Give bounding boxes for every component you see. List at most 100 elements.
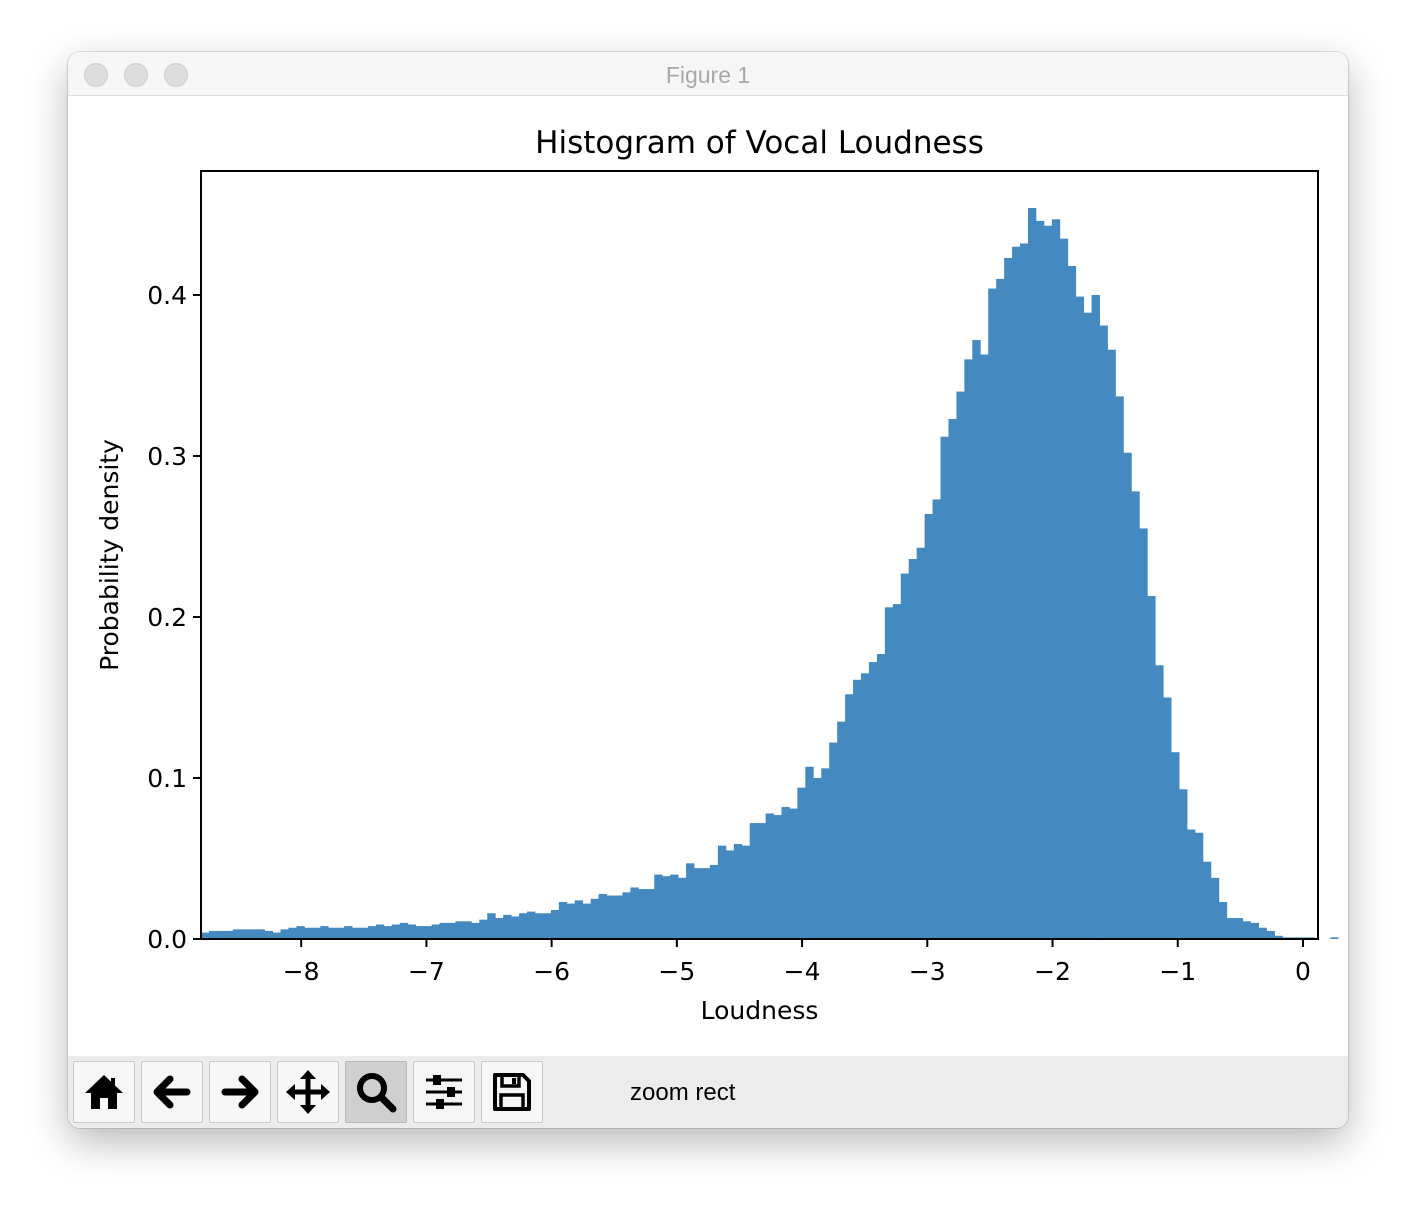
histogram-bar [646,889,655,939]
save-button[interactable] [481,1061,543,1123]
histogram-bar [407,924,417,939]
histogram-bar [272,932,281,939]
histogram-bar [1115,396,1124,939]
y-tick-label: 0.2 [147,603,187,632]
histogram-bar [908,559,918,939]
histogram-bar [1187,829,1196,939]
x-tick-label: −1 [1159,957,1196,986]
histogram-bar [463,921,472,939]
histogram-bar [884,607,894,939]
histogram-bar [1123,452,1132,939]
close-window-button[interactable] [84,63,108,87]
zoom-window-button[interactable] [164,63,188,87]
histogram-bar [829,742,838,939]
histogram-bar [853,679,862,939]
x-tick-label: −3 [909,957,946,986]
histogram-bar [344,926,353,939]
histogram-bar [725,850,735,939]
histogram-bar [360,927,369,939]
home-button[interactable] [73,1061,135,1123]
histogram-bar [1218,901,1228,939]
histogram-bar [1171,752,1180,939]
histogram-bar [1020,243,1029,939]
title-bar: Figure 1 [68,52,1348,96]
histogram-bar [1059,238,1069,939]
histogram-bar [224,930,234,939]
histogram-bar [654,874,663,939]
histogram-bar [765,813,774,939]
figure-canvas[interactable]: −8 −7 −6 −5 −4 −3 −2 −1 0 0.0 0.1 0.2 0.3 0.4 Histog… [68,96,1348,1056]
x-tick-label: −5 [658,957,695,986]
histogram-bar [694,868,703,939]
histogram-bar [519,913,528,939]
histogram-bar [312,927,321,939]
histogram-bar [534,913,544,939]
histogram-bar [208,930,218,939]
histogram-bar [1012,246,1021,940]
toolbar-status-message: zoom rect [630,1079,736,1106]
chart-title: Histogram of Vocal Loudness [535,125,984,161]
histogram-bar [686,863,695,939]
histogram-chart[interactable]: −8 −7 −6 −5 −4 −3 −2 −1 0 0.0 0.1 0.2 0.3 0.4 Histog… [68,96,1348,1056]
histogram-bar [1202,861,1212,939]
back-button[interactable] [141,1061,203,1123]
histogram-bar [741,845,751,939]
histogram-bar [288,927,297,939]
histogram-bar [980,354,989,939]
histogram-bar [701,868,711,939]
histogram-bar [948,418,957,939]
x-tick-label: 0 [1295,957,1311,986]
histogram-bar [1258,927,1267,939]
histogram-bar [805,766,814,939]
histogram-bar [511,916,520,939]
figure-window: Figure 1 −8 −7 −6 −5 −4 −3 −2 −1 0 0.0 0.1 0.2 0.3 0… [68,52,1348,1128]
home-icon [85,1075,123,1109]
x-tick-label: −4 [784,957,821,986]
histogram-bar [781,806,790,939]
forward-button[interactable] [209,1061,271,1123]
histogram-bar [892,604,902,939]
histogram-bar [845,694,854,939]
histogram-bar [479,919,488,939]
configure-subplots-button[interactable] [413,1061,475,1123]
histogram-bar [789,808,798,939]
zoom-button[interactable] [345,1061,407,1123]
histogram-bar [622,892,631,939]
histogram-bar [352,927,361,939]
histogram-bar [837,721,846,939]
histogram-bar [216,930,226,939]
histogram-bar [1194,832,1204,939]
histogram-bar [264,930,273,939]
minimize-window-button[interactable] [124,63,148,87]
histogram-bar [1274,935,1283,939]
histogram-bar [876,654,886,939]
histogram-bar [662,876,671,939]
histogram-bar [328,927,337,939]
histogram-bar [709,864,719,939]
histogram-bar [1027,208,1037,939]
histogram-bar [296,926,305,939]
histogram-bar [1083,312,1092,939]
pan-button[interactable] [277,1061,339,1123]
histogram-bar [240,929,250,939]
histogram-bar [248,929,258,939]
x-tick-label: −2 [1034,957,1071,986]
histogram-bar [1004,257,1013,939]
histogram-bar [574,900,584,939]
histogram-bar [749,823,759,939]
histogram-bar [1330,937,1339,939]
magnifier-icon [357,1073,397,1113]
histogram-bar [717,845,727,939]
histogram-bar [590,898,599,939]
histogram-bar [916,547,926,939]
histogram-bar [1163,697,1172,939]
y-tick-label: 0.1 [147,764,187,793]
histogram-bar [733,844,743,939]
histogram-bar [940,436,949,939]
histogram-bar [813,777,822,939]
histogram-bar [415,926,425,939]
histogram-bar [932,499,941,939]
histogram-bar [757,823,766,939]
histogram-bar [598,893,607,939]
histogram-bar [487,913,496,939]
